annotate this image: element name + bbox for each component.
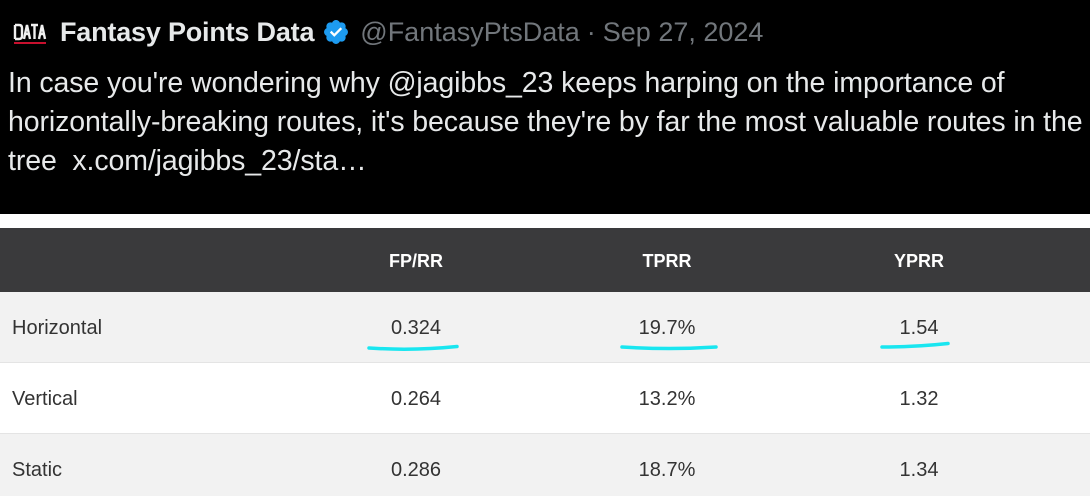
tweet-date[interactable]: Sep 27, 2024 — [602, 16, 764, 47]
cell-yprr: 1.34 — [899, 459, 939, 481]
fantasy-points-data-logo-icon — [13, 23, 47, 44]
header-yprr: YPRR — [893, 251, 945, 271]
cell-fp-rr: 0.286 — [390, 459, 442, 481]
header-fp-rr: FP/RR — [389, 251, 443, 271]
tweet-body: In case you're wondering why @jagibbs_23… — [8, 67, 1083, 177]
highlight-underline — [880, 341, 950, 349]
separator-dot: · — [586, 16, 596, 47]
row-label: Static — [12, 459, 63, 481]
stats-table: FP/RR TPRR YPRR Horizontal 0.324 19.7% 1… — [0, 228, 1090, 496]
highlight-underline — [620, 345, 718, 351]
row-label: Vertical — [12, 388, 78, 410]
cell-yprr: 1.32 — [899, 388, 939, 410]
highlight-underline — [367, 344, 459, 351]
avatar[interactable] — [10, 12, 50, 52]
table-row-horizontal: Horizontal 0.324 19.7% 1.54 — [0, 292, 1090, 363]
row-label: Horizontal — [12, 317, 103, 339]
tweet: Fantasy Points Data @FantasyPtsData · Se… — [0, 0, 1090, 214]
verified-badge-icon — [322, 18, 350, 46]
header-tprr: TPRR — [642, 251, 692, 271]
cell-tprr: 13.2% — [638, 388, 696, 410]
table-header: FP/RR TPRR YPRR — [0, 228, 1090, 292]
table-row-static: Static 0.286 18.7% 1.34 — [0, 434, 1090, 496]
author-display-name[interactable]: Fantasy Points Data — [60, 16, 315, 47]
author-handle[interactable]: @FantasyPtsData — [360, 16, 580, 47]
tweet-link[interactable]: x.com/jagibbs_23/sta… — [72, 145, 367, 177]
cell-yprr: 1.54 — [899, 317, 939, 339]
cell-tprr: 19.7% — [638, 317, 696, 339]
tweet-header: Fantasy Points Data @FantasyPtsData · Se… — [10, 12, 763, 52]
cell-fp-rr: 0.264 — [390, 388, 442, 410]
tweet-text: In case you're wondering why @jagibbs_23… — [8, 64, 1086, 181]
table-row-vertical: Vertical 0.264 13.2% 1.32 — [0, 363, 1090, 434]
cell-tprr: 18.7% — [638, 459, 696, 481]
cell-fp-rr: 0.324 — [390, 317, 442, 339]
